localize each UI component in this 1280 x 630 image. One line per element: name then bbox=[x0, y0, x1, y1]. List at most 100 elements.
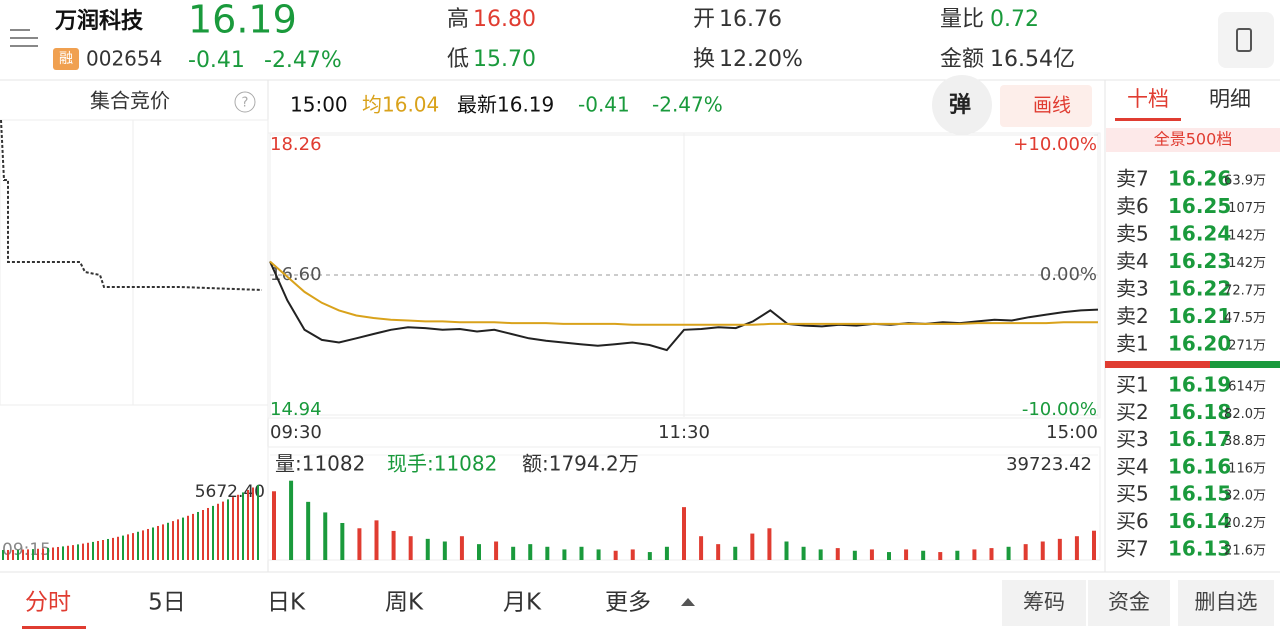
bottom-button[interactable]: 删自选 bbox=[1195, 590, 1258, 614]
book-price: 16.15 bbox=[1168, 482, 1231, 506]
book-volume: 20.2万 bbox=[1224, 516, 1266, 531]
auction-bar bbox=[177, 519, 179, 560]
volume-bar bbox=[630, 549, 635, 560]
volume-info: 现手:11082 bbox=[387, 452, 497, 476]
volume-bar bbox=[733, 546, 738, 560]
book-tab: 明细 bbox=[1209, 87, 1251, 111]
header-bg bbox=[0, 0, 1280, 80]
auction-title: 集合竞价 bbox=[90, 89, 170, 113]
book-volume: 614万 bbox=[1228, 380, 1266, 395]
bottom-tab[interactable]: 5日 bbox=[148, 590, 186, 616]
y-tick-label: 14.94 bbox=[270, 399, 322, 420]
auction-bar bbox=[132, 533, 134, 560]
volume-bar bbox=[579, 546, 584, 560]
active-book-tab-underline bbox=[1115, 118, 1181, 121]
volume-bar bbox=[374, 520, 379, 560]
auction-bar bbox=[187, 515, 189, 560]
book-volume: 72.7万 bbox=[1224, 284, 1266, 299]
book-volume: 142万 bbox=[1228, 229, 1266, 244]
menu-icon[interactable] bbox=[10, 29, 38, 47]
book-label: 买6 bbox=[1116, 509, 1149, 533]
auction-bar bbox=[57, 546, 59, 560]
last-price: 16.19 bbox=[188, 0, 297, 42]
auction-bar bbox=[197, 511, 199, 560]
volume-bar bbox=[767, 528, 772, 560]
auction-bar bbox=[92, 541, 94, 560]
auction-bar bbox=[37, 548, 39, 560]
y-tick-label: 18.26 bbox=[270, 134, 322, 155]
auction-line bbox=[0, 119, 263, 291]
auction-bar bbox=[47, 547, 49, 560]
book-price: 16.23 bbox=[1168, 249, 1231, 273]
volume-bar bbox=[545, 546, 550, 560]
book-separator bbox=[1210, 361, 1280, 368]
volume-bar bbox=[1057, 538, 1062, 560]
volume-bar bbox=[340, 522, 345, 560]
more-arrow[interactable] bbox=[681, 598, 695, 606]
stat-label: 开 bbox=[693, 7, 715, 32]
book-price: 16.22 bbox=[1168, 277, 1231, 301]
auction-bar bbox=[52, 547, 54, 560]
auction-bar bbox=[102, 540, 104, 560]
book-price: 16.14 bbox=[1168, 509, 1231, 533]
bottom-tab[interactable]: 日K bbox=[267, 590, 306, 616]
auction-bar bbox=[67, 545, 69, 560]
pop-button[interactable] bbox=[932, 75, 992, 135]
auction-bar bbox=[117, 536, 119, 560]
stat-value: 15.70 bbox=[473, 47, 536, 72]
book-label: 买5 bbox=[1116, 482, 1149, 506]
book-price: 16.16 bbox=[1168, 454, 1231, 478]
bottom-tab[interactable]: 月K bbox=[503, 590, 542, 616]
volume-info: 量:11082 bbox=[275, 452, 365, 476]
volume-bar bbox=[425, 538, 430, 560]
draw-button[interactable] bbox=[1000, 85, 1092, 127]
book-price: 16.21 bbox=[1168, 304, 1231, 328]
book-price: 16.13 bbox=[1168, 536, 1231, 560]
volume-bar bbox=[818, 549, 823, 560]
auction-bar bbox=[167, 522, 169, 560]
help-icon[interactable] bbox=[234, 91, 256, 113]
y2-tick-label: 0.00% bbox=[1040, 264, 1097, 285]
stat-label: 量比 bbox=[940, 7, 984, 32]
info-avg: 均16.04 bbox=[362, 93, 439, 117]
margin-tag bbox=[53, 48, 79, 70]
book-label: 卖3 bbox=[1116, 277, 1149, 301]
auction-bar bbox=[232, 497, 234, 560]
volume-bar bbox=[289, 480, 294, 560]
volume-bar bbox=[1040, 541, 1045, 560]
bottom-button[interactable]: 筹码 bbox=[1023, 590, 1065, 614]
auction-bar bbox=[202, 510, 204, 560]
device-button[interactable] bbox=[1218, 12, 1274, 68]
margin-tag-text: 融 bbox=[59, 51, 73, 67]
y-tick-label: 16.60 bbox=[270, 264, 322, 285]
bottom-tab[interactable]: 周K bbox=[385, 590, 424, 616]
volume-bar bbox=[801, 546, 806, 560]
volume-bar bbox=[921, 550, 926, 560]
book-label: 卖7 bbox=[1116, 167, 1149, 191]
auction-bar bbox=[222, 501, 224, 560]
x-tick-label: 11:30 bbox=[658, 422, 710, 443]
volume-bar bbox=[699, 536, 704, 560]
book-price: 16.18 bbox=[1168, 400, 1231, 424]
book-volume: 47.5万 bbox=[1224, 311, 1266, 326]
bottom-tab[interactable]: 更多 bbox=[605, 590, 651, 616]
bottom-tab[interactable]: 分时 bbox=[25, 590, 71, 616]
auction-bar bbox=[17, 549, 19, 560]
book-volume: 63.9万 bbox=[1224, 174, 1266, 189]
chip-button[interactable] bbox=[1002, 580, 1086, 626]
remove-button[interactable] bbox=[1178, 580, 1274, 626]
draw-button-text: 画线 bbox=[1033, 95, 1071, 117]
book-label: 卖1 bbox=[1116, 332, 1149, 356]
volume-bar bbox=[716, 544, 721, 560]
auction-bar bbox=[97, 540, 99, 560]
auction-bar bbox=[182, 517, 184, 560]
bottom-button[interactable]: 资金 bbox=[1108, 590, 1150, 614]
volume-bar bbox=[664, 546, 669, 560]
stat-value: 16.76 bbox=[719, 7, 782, 32]
depth-button: 全景500档 bbox=[1154, 130, 1233, 149]
book-price: 16.17 bbox=[1168, 427, 1231, 451]
volume-bar bbox=[1006, 546, 1011, 560]
fund-button[interactable] bbox=[1088, 580, 1170, 626]
volume-bar bbox=[357, 528, 362, 560]
book-volume: 142万 bbox=[1228, 256, 1266, 271]
